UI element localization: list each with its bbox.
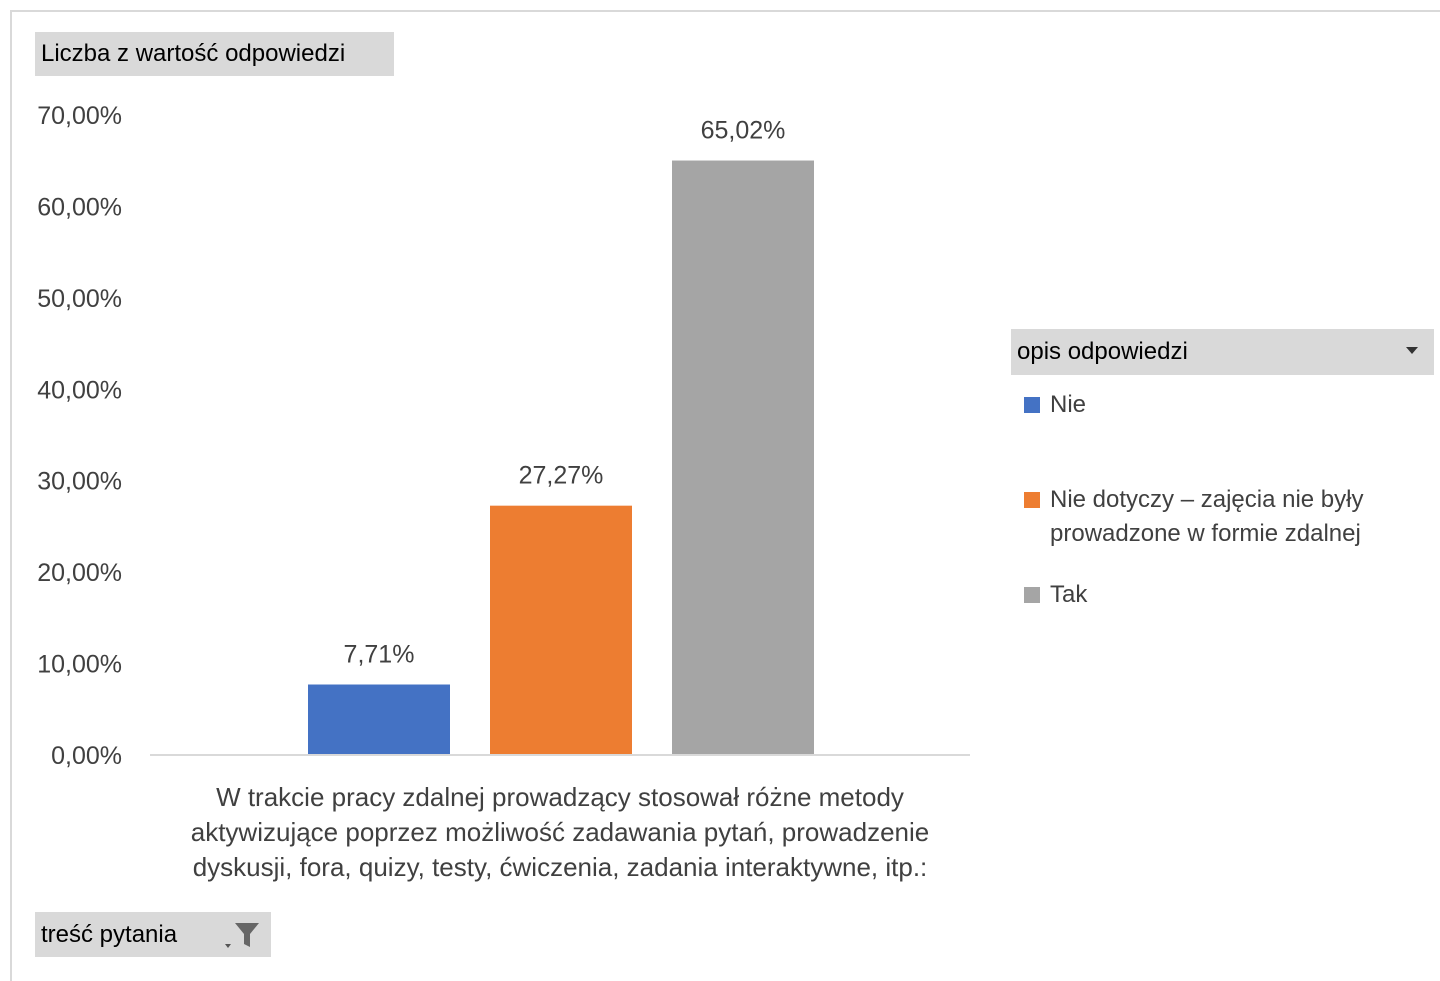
y-tick-label: 60,00% — [37, 193, 122, 221]
chart-frame — [10, 10, 1440, 981]
y-tick-label: 10,00% — [37, 651, 122, 679]
legend-field-label: opis odpowiedzi — [1017, 338, 1188, 365]
bar-2 — [490, 505, 632, 755]
legend-item-nie: Nie — [1024, 388, 1430, 422]
legend-swatch — [1024, 492, 1040, 508]
legend-swatch — [1024, 587, 1040, 603]
filter-icon[interactable] — [223, 921, 261, 949]
y-tick-label: 20,00% — [37, 559, 122, 587]
legend-label: Tak — [1050, 581, 1088, 608]
filter-field-label: treść pytania — [41, 920, 178, 948]
value-field-button[interactable]: Liczba z wartość odpowiedzi — [35, 32, 394, 76]
bar-chart: 0,00% 10,00% 20,00% 30,00% 40,00% 50,00% 60,00… — [37, 102, 970, 770]
filter-field-button[interactable]: treść pytania — [35, 912, 271, 957]
data-labels: 7,71% 27,27% 65,02% — [344, 117, 786, 669]
legend-item-nie-dotyczy: Nie dotyczy – zajęcia nie były prowadzon… — [1024, 483, 1430, 551]
bar-1 — [308, 684, 450, 755]
legend-label: Nie — [1050, 391, 1087, 418]
data-label-1: 7,71% — [344, 641, 415, 669]
y-tick-label: 50,00% — [37, 285, 122, 313]
y-axis: 0,00% 10,00% 20,00% 30,00% 40,00% 50,00% 60,00… — [37, 102, 122, 770]
data-label-3: 65,02% — [701, 117, 786, 145]
y-tick-label: 0,00% — [51, 742, 122, 770]
value-field-label: Liczba z wartość odpowiedzi — [41, 40, 346, 67]
y-tick-label: 70,00% — [37, 102, 122, 130]
chevron-down-icon[interactable] — [1406, 347, 1418, 354]
bar-3 — [672, 160, 814, 755]
legend-label: Nie dotyczy – zajęcia nie były prowadzon… — [1050, 486, 1364, 547]
legend-field-button[interactable]: opis odpowiedzi — [1011, 329, 1434, 375]
legend-swatch — [1024, 397, 1040, 413]
y-tick-label: 30,00% — [37, 468, 122, 496]
bars — [308, 160, 814, 755]
legend-item-tak: Tak — [1024, 578, 1430, 612]
data-label-2: 27,27% — [519, 462, 604, 490]
category-label: W trakcie pracy zdalnej prowadzący stoso… — [190, 782, 930, 882]
y-tick-label: 40,00% — [37, 376, 122, 404]
